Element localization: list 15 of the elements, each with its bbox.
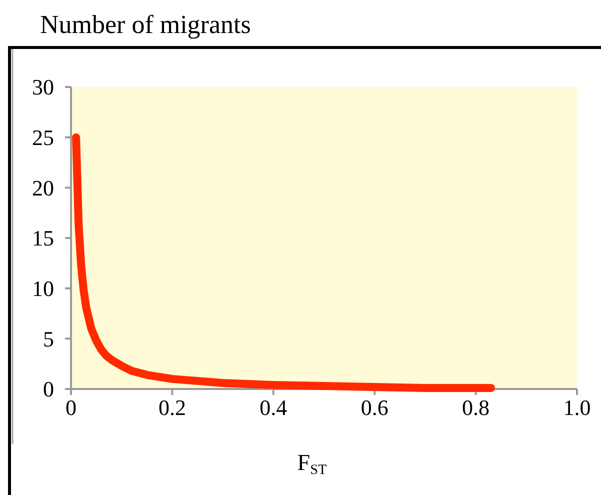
- y-tick-label: 0: [43, 376, 54, 402]
- x-axis-title: F$_{ST}$: [297, 450, 328, 478]
- y-tick-label: 20: [32, 175, 54, 200]
- y-axis-title: Number of migrants: [40, 10, 251, 39]
- x-tick-label: 0.4: [260, 395, 288, 420]
- y-tick-label: 30: [32, 74, 54, 100]
- y-tick-label: 15: [32, 226, 54, 251]
- x-tick-label: 0.8: [462, 395, 490, 420]
- x-tick-label: 1.0: [563, 395, 591, 420]
- y-tick-label: 25: [32, 125, 54, 150]
- x-tick-label: 0.6: [360, 395, 388, 420]
- y-tick-label: 10: [32, 276, 54, 302]
- x-tick-label: 0: [66, 395, 76, 420]
- x-tick-label: 0.2: [158, 395, 186, 420]
- y-tick-label: 5: [43, 326, 54, 352]
